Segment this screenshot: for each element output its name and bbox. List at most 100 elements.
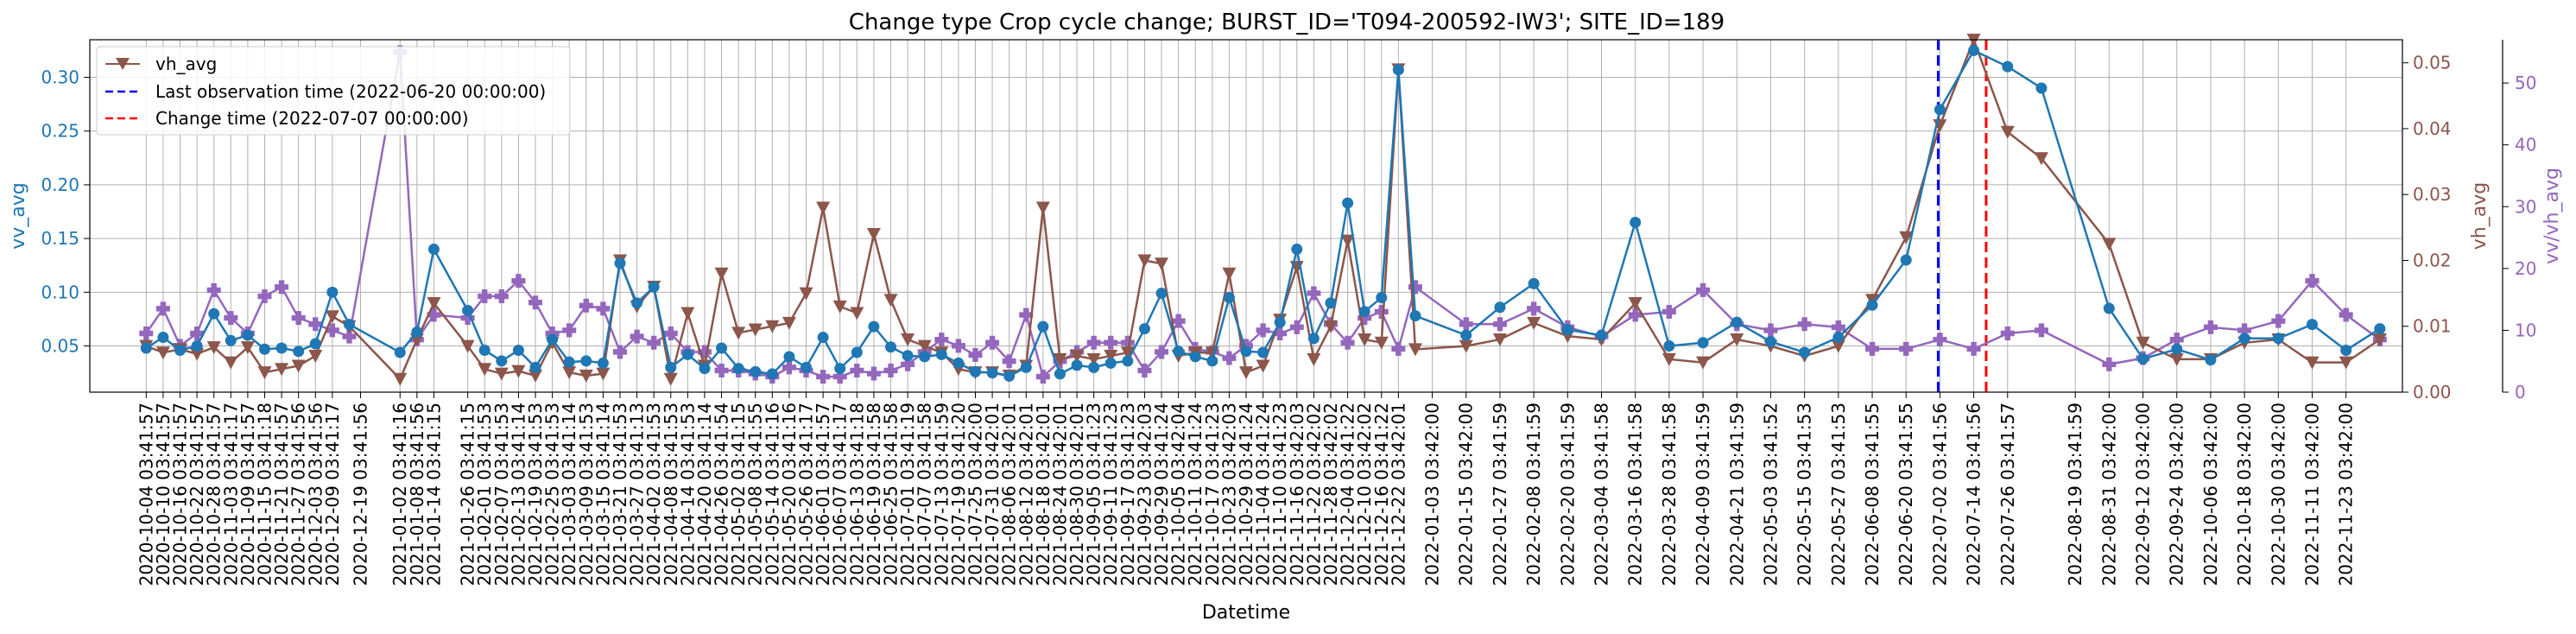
x-tick-label: 2021-01-08 03:41:56	[407, 403, 427, 586]
point-vh	[1661, 352, 1676, 366]
point-vv-vh	[832, 370, 847, 384]
x-tick-label: 2022-11-23 03:42:00	[2336, 403, 2357, 586]
point-vh	[528, 369, 543, 383]
x-tick-label: 2020-10-16 03:41:57	[170, 403, 191, 586]
chart-title: Change type Crop cycle change; BURST_ID=…	[849, 10, 1725, 35]
x-tick-label: 2021-06-25 03:41:58	[881, 403, 902, 586]
point-vv-vh	[1307, 286, 1321, 301]
x-tick-label: 2021-10-17 03:41:23	[1202, 403, 1223, 586]
point-vv-vh	[697, 345, 712, 359]
point-vv-vh	[1340, 335, 1355, 350]
point-vv	[1409, 310, 1421, 322]
point-vv	[2035, 82, 2048, 94]
x-tick-label: 2021-12-16 03:41:22	[1371, 403, 1392, 586]
point-vh	[1256, 359, 1270, 373]
x-tick-label: 2021-07-31 03:42:01	[982, 403, 1003, 586]
point-vv	[1088, 361, 1100, 373]
point-vv	[427, 244, 440, 256]
y-tick-label-vv-vh: 20	[2515, 258, 2536, 279]
point-vv-vh	[2102, 357, 2117, 371]
x-tick-label: 2021-10-05 03:42:04	[1168, 403, 1189, 586]
point-vv-vh	[1527, 301, 1541, 316]
point-vv	[1274, 316, 1286, 328]
point-vh	[1408, 343, 1422, 357]
x-axis-label: Datetime	[1202, 602, 1290, 624]
x-tick-label: 2020-11-03 03:41:17	[220, 403, 241, 586]
point-vv-vh	[782, 360, 796, 375]
point-vv-vh	[714, 363, 729, 377]
x-tick-label: 2021-10-29 03:41:24	[1236, 403, 1256, 586]
x-tick-label: 2022-04-09 03:41:59	[1693, 403, 1713, 586]
point-vv-vh	[1661, 304, 1676, 319]
point-vv	[935, 348, 947, 360]
point-vh	[2034, 152, 2048, 166]
point-vv-vh	[275, 280, 289, 295]
point-vh	[206, 341, 221, 355]
point-vv	[2238, 333, 2250, 345]
y-tick-label-vv: 0.25	[41, 121, 79, 142]
point-vv-vh	[206, 282, 221, 297]
x-tick-label: 2022-07-14 03:41:56	[1964, 403, 1984, 586]
point-vh	[1492, 333, 1507, 346]
point-vh	[1239, 366, 1253, 380]
point-vh	[748, 323, 763, 337]
point-vv	[563, 356, 575, 368]
point-vv	[1020, 361, 1032, 373]
point-vv	[648, 281, 660, 293]
legend-label-change-time: Change time (2022-07-07 00:00:00)	[155, 108, 469, 129]
series-lines	[139, 34, 2387, 386]
point-vv	[462, 304, 474, 316]
x-tick-label: 2021-09-23 03:42:03	[1134, 403, 1155, 586]
x-tick-label: 2022-01-27 03:41:59	[1490, 403, 1510, 586]
point-vh	[2339, 356, 2353, 370]
point-vv	[496, 355, 508, 367]
x-tick-label: 2020-12-19 03:41:56	[351, 403, 371, 586]
point-vv	[766, 368, 778, 380]
point-vv-vh	[342, 329, 357, 344]
point-vh	[799, 287, 813, 301]
point-vv-vh	[1019, 307, 1034, 322]
x-tick-label: 2021-07-07 03:41:58	[915, 403, 935, 586]
y-axis-label-vh: vh_avg	[2469, 182, 2491, 250]
point-vv	[1764, 336, 1776, 348]
point-vh	[1358, 333, 1372, 346]
point-vh	[579, 369, 593, 383]
point-vh	[275, 363, 289, 377]
point-vv	[1630, 216, 1642, 228]
x-tick-label: 2022-03-16 03:41:58	[1625, 403, 1646, 586]
point-vv-vh	[139, 327, 154, 340]
x-tick-label: 2022-10-18 03:42:00	[2234, 403, 2255, 586]
point-vv-vh	[1002, 354, 1016, 369]
point-vv-vh	[1492, 317, 1507, 332]
x-tick-label: 2021-07-25 03:42:00	[965, 403, 985, 586]
point-vv	[1376, 292, 1388, 304]
x-tick-label: 2022-08-19 03:41:59	[2065, 403, 2085, 586]
point-vh	[155, 346, 170, 360]
y-tick-label-vh: 0.03	[2413, 184, 2452, 205]
y-tick-label-vh: 0.00	[2413, 382, 2452, 403]
point-vv-vh	[1256, 323, 1270, 338]
point-vv	[1071, 359, 1083, 371]
point-vv	[817, 332, 829, 344]
point-vv	[716, 342, 728, 354]
x-tick-label: 2022-10-06 03:42:00	[2200, 403, 2221, 586]
point-vv-vh	[901, 357, 915, 371]
point-vv	[343, 319, 355, 331]
point-vh	[680, 307, 695, 320]
point-vv-vh	[934, 333, 949, 347]
point-vv	[140, 342, 152, 354]
legend: vh_avg Last observation time (2022-06-20…	[96, 46, 571, 136]
point-vv-vh	[1035, 370, 1050, 384]
x-tick-label: 2022-02-20 03:41:59	[1557, 403, 1578, 586]
point-vv-vh	[579, 298, 593, 313]
point-vh	[866, 227, 881, 241]
point-vv-vh	[850, 363, 864, 377]
x-tick-label: 2022-09-24 03:42:00	[2167, 403, 2187, 586]
point-vh	[2102, 238, 2117, 251]
point-vv	[1561, 324, 1573, 336]
point-vv-vh	[951, 339, 965, 353]
x-tick-label: 2022-05-15 03:41:53	[1794, 403, 1815, 586]
point-vh	[2136, 336, 2150, 350]
point-vv-vh	[647, 335, 661, 350]
